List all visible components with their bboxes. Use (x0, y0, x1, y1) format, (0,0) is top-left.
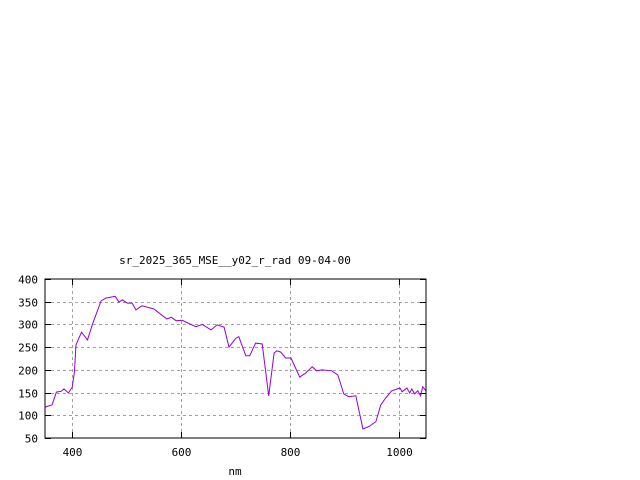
y-tick-label: 150 (18, 388, 38, 401)
chart-title: sr_2025_365_MSE__y02_r_rad 09-04-00 (119, 254, 351, 267)
y-tick-label: 400 (18, 274, 38, 287)
plot-border (44, 278, 427, 439)
x-tick-label: 800 (281, 446, 301, 459)
y-tick-label: 300 (18, 319, 38, 332)
y-tick-label: 200 (18, 365, 38, 378)
series-line (44, 295, 427, 430)
y-tick-label: 50 (25, 433, 38, 446)
y-tick-label: 250 (18, 342, 38, 355)
x-tick-label: 600 (172, 446, 192, 459)
grid (45, 279, 426, 438)
y-tick-label: 350 (18, 297, 38, 310)
x-axis-label: nm (228, 465, 242, 478)
ticks: 400 600 800 1000 50 100 150 200 250 300 350 400 (18, 274, 426, 459)
x-tick-label: 400 (63, 446, 83, 459)
x-tick-label: 1000 (386, 446, 413, 459)
y-tick-label: 100 (18, 410, 38, 423)
